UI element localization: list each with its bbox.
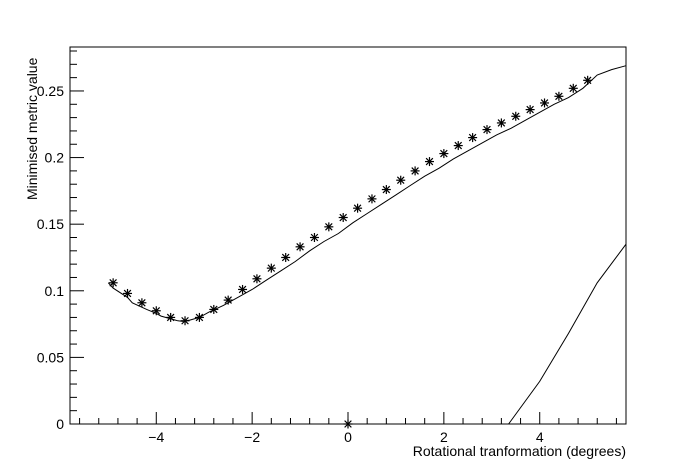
data-point-marker: [482, 125, 492, 135]
data-point-marker: [511, 111, 521, 121]
y-tick-label: 0.05: [37, 349, 64, 365]
markers-group: [108, 75, 593, 429]
data-point-marker: [151, 306, 161, 316]
x-tick-label: −4: [148, 429, 164, 445]
data-point-marker: [540, 98, 550, 108]
data-point-marker: [583, 75, 593, 85]
data-point-marker: [309, 232, 319, 242]
data-point-marker: [367, 194, 377, 204]
series-line-2: [508, 243, 627, 425]
y-axis-ticks: 0 0.05 0.1 0.15 0.2 0.25: [37, 50, 84, 432]
data-point-marker: [453, 141, 463, 151]
y-tick-label: 0.15: [37, 216, 64, 232]
data-point-marker: [209, 304, 219, 314]
x-tick-label: 4: [536, 429, 544, 445]
data-point-marker: [424, 157, 434, 167]
data-point-marker: [238, 284, 248, 294]
data-point-marker: [223, 295, 233, 305]
y-tick-label: 0.2: [45, 150, 65, 166]
x-axis-ticks: −4 −2 0 2 4: [79, 412, 617, 445]
data-point-marker: [324, 222, 334, 232]
y-axis-label: Minimised metric value: [24, 57, 40, 200]
data-point-marker: [108, 278, 118, 288]
series-group: [107, 65, 627, 425]
data-point-marker: [295, 242, 305, 252]
data-point-marker: [194, 312, 204, 322]
data-point-marker: [166, 312, 176, 322]
data-point-marker: [410, 166, 420, 176]
data-point-marker: [381, 185, 391, 195]
data-point-marker: [252, 274, 262, 284]
y-tick-label: 0.1: [45, 283, 65, 299]
x-tick-label: 2: [440, 429, 448, 445]
data-point-marker: [266, 263, 276, 273]
x-axis-label: Rotational tranformation (degrees): [413, 443, 626, 459]
data-point-marker: [568, 83, 578, 93]
x-tick-label: 0: [344, 429, 352, 445]
data-point-marker: [554, 91, 564, 101]
y-tick-label: 0.25: [37, 83, 64, 99]
series-line-1: [107, 65, 627, 322]
data-point-marker: [123, 288, 133, 298]
data-point-marker: [496, 118, 506, 128]
data-point-marker: [137, 298, 147, 308]
y-tick-label: 0: [56, 416, 64, 432]
data-point-marker: [396, 175, 406, 185]
data-point-marker: [180, 316, 190, 326]
data-point-marker: [439, 149, 449, 159]
data-point-marker: [353, 203, 363, 213]
origin-marker: [343, 419, 353, 429]
data-point-marker: [281, 252, 291, 262]
data-point-marker: [338, 213, 348, 223]
data-point-marker: [468, 133, 478, 143]
data-point-marker: [525, 105, 535, 115]
x-tick-label: −2: [244, 429, 260, 445]
